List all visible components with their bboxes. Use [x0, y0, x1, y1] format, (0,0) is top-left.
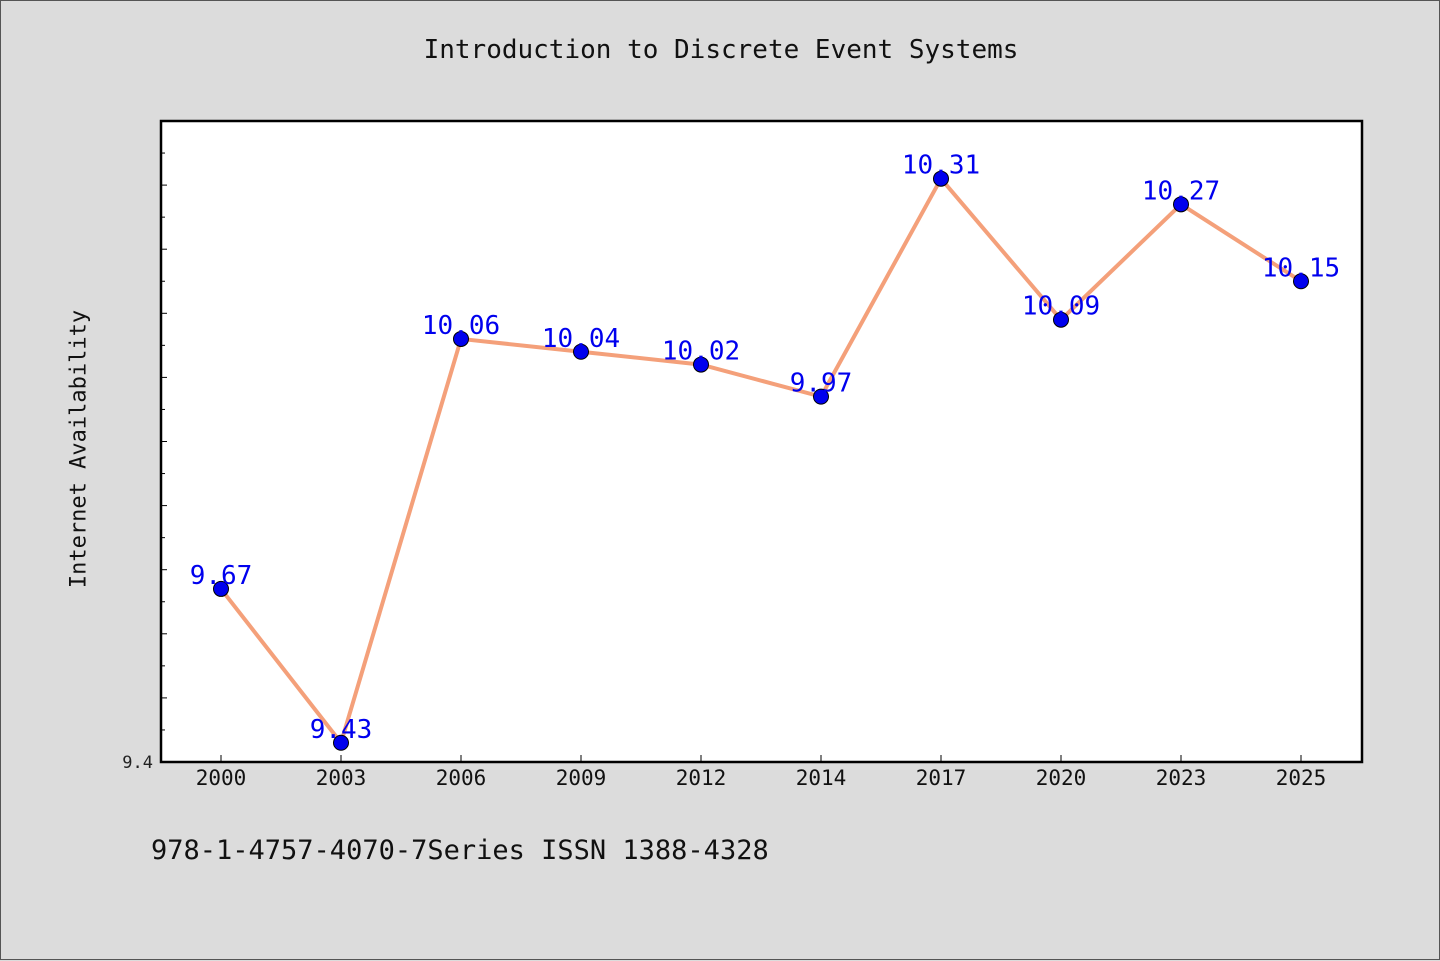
data-label: 9.43: [310, 715, 373, 745]
data-point: [333, 734, 349, 751]
data-point: [213, 580, 229, 597]
x-tick-label: 2003: [316, 766, 367, 790]
data-label: 10.04: [542, 324, 620, 354]
data-label: 10.27: [1142, 176, 1220, 206]
y-tick-label: 9.4: [122, 753, 153, 773]
data-point: [1173, 196, 1189, 213]
x-tick-label: 2006: [436, 766, 487, 790]
series-line: [219, 176, 1303, 745]
x-tick-label: 2023: [1156, 766, 1207, 790]
data-point: [693, 356, 709, 373]
x-tick-label: 2009: [556, 766, 607, 790]
x-tick-label: 2012: [676, 766, 727, 790]
x-tick-label: 2000: [196, 766, 247, 790]
x-tick-label: 2014: [796, 766, 847, 790]
data-label: 9.67: [190, 561, 253, 591]
data-point: [573, 343, 589, 360]
data-label: 10.06: [422, 311, 500, 341]
data-point: [933, 170, 949, 187]
data-label: 10.15: [1262, 253, 1340, 283]
data-point: [453, 330, 469, 347]
data-point: [1293, 273, 1309, 290]
data-label: 10.02: [662, 337, 740, 367]
x-tick-label: 2017: [916, 766, 967, 790]
data-label: 10.31: [902, 151, 980, 181]
footer-text: 978-1-4757-4070-7Series ISSN 1388-4328: [151, 835, 769, 866]
chart-title: Introduction to Discrete Event Systems: [423, 35, 1019, 65]
data-point: [1053, 311, 1069, 328]
x-tick-label: 2020: [1036, 766, 1087, 790]
data-point: [813, 388, 829, 405]
x-tick-label: 2025: [1276, 766, 1327, 790]
plot-border: [159, 119, 1364, 764]
data-label: 10.09: [1022, 292, 1100, 322]
data-label: 9.97: [790, 369, 853, 399]
